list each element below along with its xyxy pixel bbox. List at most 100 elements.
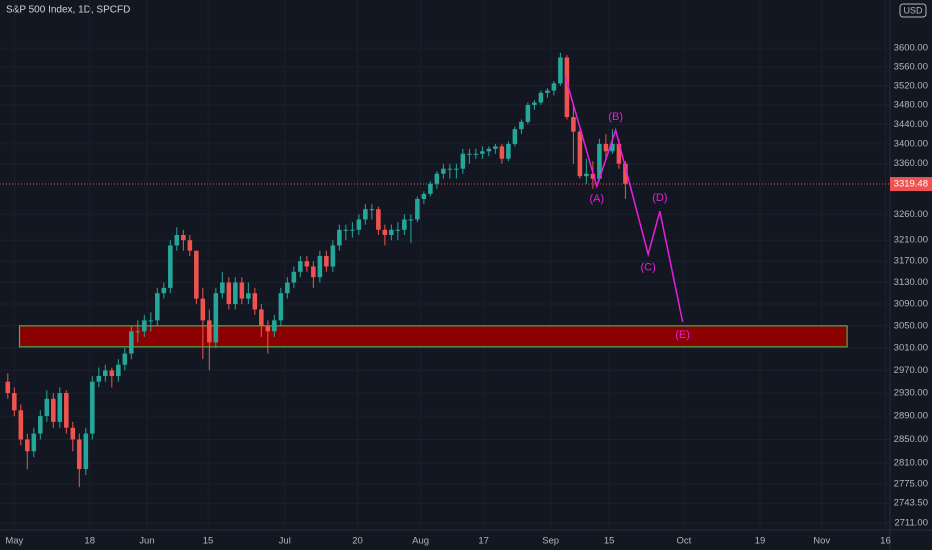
candle-body: [83, 433, 89, 470]
wave-label: (D): [652, 192, 667, 204]
candle-body: [402, 219, 407, 230]
candle-body: [103, 370, 108, 377]
y-tick-label: 3400.00: [894, 138, 928, 149]
candle-body: [551, 83, 557, 91]
candle-body: [252, 293, 258, 310]
y-tick-label: 3170.00: [894, 256, 928, 267]
x-tick-label: 15: [203, 536, 214, 547]
candle-body: [148, 320, 154, 322]
candle-body: [356, 219, 362, 230]
candle-body: [337, 229, 342, 246]
y-tick-label: 3360.00: [894, 158, 928, 169]
candle-body: [272, 320, 277, 332]
candle-body: [395, 229, 401, 231]
wave-line: [564, 75, 684, 323]
candle-body: [525, 104, 531, 122]
candle-body: [291, 271, 297, 283]
candle-body: [109, 370, 115, 377]
candle-body: [278, 293, 284, 321]
candle-body: [434, 173, 440, 184]
candle-body: [506, 143, 511, 159]
candle-body: [441, 168, 446, 174]
y-tick-label: 2743.50: [894, 498, 928, 509]
currency: USD: [903, 5, 923, 15]
candle-body: [57, 393, 63, 422]
candle-body: [96, 376, 102, 382]
candle-body: [168, 245, 173, 288]
x-tick-label: Jul: [279, 536, 291, 547]
y-tick-label: 3010.00: [894, 342, 928, 353]
candle-body: [70, 427, 76, 440]
candle-body: [623, 163, 628, 184]
candle-body: [616, 143, 622, 164]
candle-body: [447, 168, 453, 170]
candle-body: [603, 143, 609, 152]
candle-body: [415, 198, 420, 220]
x-tick-label: 19: [755, 536, 766, 547]
y-tick-label: 2810.00: [894, 458, 928, 469]
candle-body: [207, 320, 212, 343]
x-tick-label: Nov: [813, 536, 830, 547]
y-tick-label: 3440.00: [894, 119, 928, 130]
candle-body: [12, 393, 17, 411]
candle-body: [486, 148, 492, 152]
candle-body: [181, 234, 186, 241]
wave-label: (C): [641, 261, 656, 273]
candle-body: [493, 146, 498, 149]
x-tick-label: Oct: [677, 536, 692, 547]
last-price-label: 3319.48: [894, 179, 928, 190]
wave-label: (E): [675, 329, 690, 341]
candle-body: [363, 209, 368, 220]
x-tick-label: 15: [604, 536, 615, 547]
candle-body: [18, 410, 24, 440]
candle-body: [25, 439, 30, 452]
candle-body: [233, 282, 238, 305]
candle-body: [460, 153, 466, 169]
candle-body: [298, 261, 303, 272]
candle-body: [135, 331, 141, 333]
wave-label: (B): [608, 111, 623, 123]
candle-body: [239, 282, 245, 299]
y-tick-label: 3520.00: [894, 80, 928, 91]
wave-label: (A): [589, 193, 604, 205]
candle-body: [317, 255, 323, 278]
x-tick-label: 20: [352, 536, 363, 547]
candle-body: [421, 193, 427, 199]
y-tick-label: 3600.00: [894, 43, 928, 54]
candle-body: [77, 439, 82, 470]
candle-body: [187, 240, 193, 251]
candle-body: [51, 398, 56, 422]
candle-body: [122, 353, 128, 365]
last-price-box: [890, 177, 932, 192]
candle-body: [116, 364, 121, 377]
candle-body: [467, 153, 472, 155]
candle-body: [473, 153, 479, 155]
candle-body: [330, 245, 336, 267]
candle-body: [532, 102, 537, 105]
candle-body: [220, 282, 225, 294]
candle-body: [454, 168, 459, 170]
candle-body: [259, 309, 264, 326]
x-tick-label: 18: [84, 536, 95, 547]
candle-body: [31, 433, 37, 452]
candle-body: [200, 298, 206, 321]
candle-body: [519, 121, 524, 130]
candle-body: [343, 229, 349, 231]
candle-body: [304, 261, 310, 267]
candle-body: [538, 92, 544, 103]
candle-body: [564, 57, 570, 118]
currency-badge: [899, 3, 927, 18]
candle-body: [577, 131, 583, 177]
candle-body: [350, 229, 355, 231]
candle-body: [155, 293, 160, 321]
candle-body: [44, 398, 50, 417]
candle-body: [610, 143, 615, 152]
y-tick-label: 2890.00: [894, 411, 928, 422]
y-tick-label: 2970.00: [894, 365, 928, 376]
candle-body: [174, 234, 180, 246]
x-tick-label: May: [5, 536, 23, 547]
x-tick-label: Jun: [139, 536, 154, 547]
candle-body: [584, 173, 589, 177]
